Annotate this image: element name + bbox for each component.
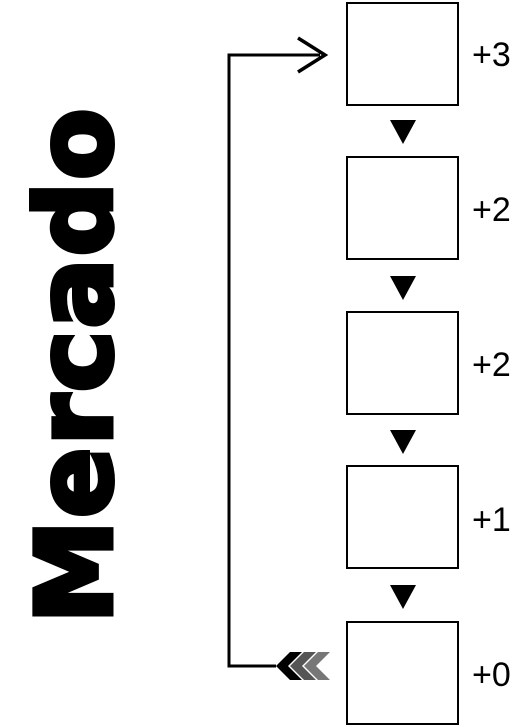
slot-5-value: +0	[472, 656, 511, 694]
down-arrow-icon	[390, 120, 416, 144]
chevron-tail-icon	[276, 652, 330, 680]
down-arrow-icon	[390, 276, 416, 300]
market-slot-1[interactable]	[346, 2, 459, 106]
market-slot-4[interactable]	[346, 465, 459, 569]
down-arrow-icon	[390, 585, 416, 609]
slot-3-value: +2	[472, 346, 511, 384]
market-slot-3[interactable]	[346, 311, 459, 415]
slot-4-value: +1	[472, 501, 511, 539]
slot-1-value: +3	[472, 36, 511, 74]
market-slot-5[interactable]	[346, 621, 459, 725]
market-slot-2[interactable]	[346, 156, 459, 260]
slot-2-value: +2	[472, 191, 511, 229]
flow-arrowhead-icon	[297, 36, 329, 74]
down-arrow-icon	[390, 430, 416, 454]
